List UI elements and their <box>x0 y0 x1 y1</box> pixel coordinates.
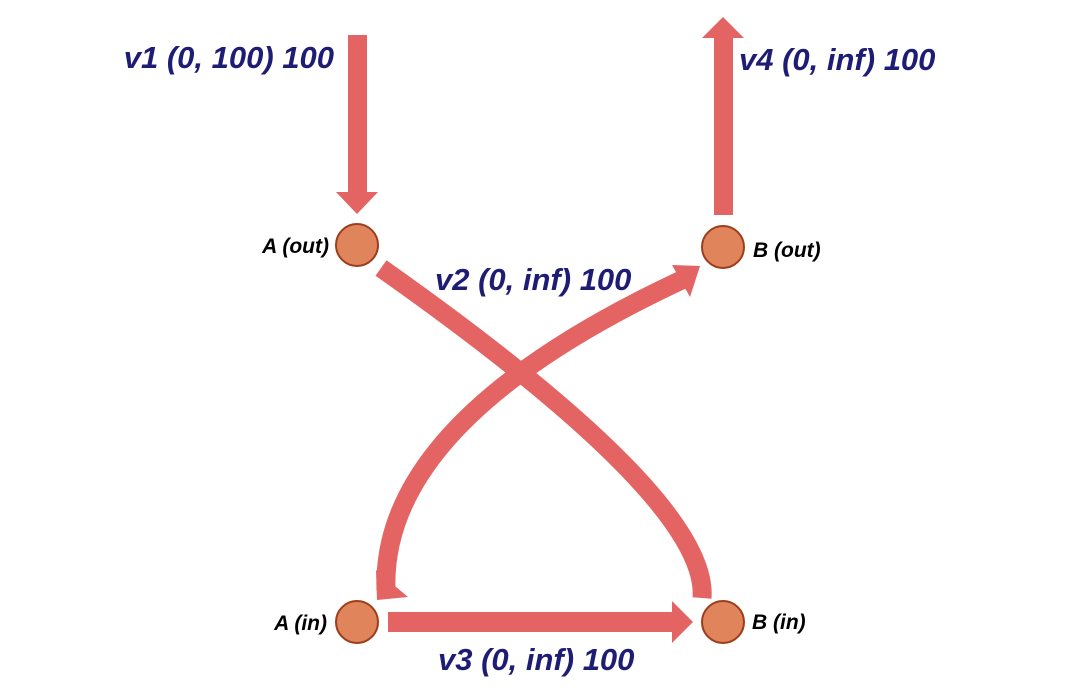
edge-v2-arrowhead <box>672 265 700 297</box>
node-a-out-label: A (out) <box>261 235 329 258</box>
node-a-in-label: A (in) <box>273 612 327 635</box>
node-b-out-label: B (out) <box>753 239 821 262</box>
edge-v3-shaft <box>388 612 676 632</box>
node-b-in-label: B (in) <box>752 611 806 634</box>
edge-v3 <box>388 601 693 643</box>
edge-v4-shaft <box>714 36 733 215</box>
edge-v4-arrowhead <box>702 17 744 38</box>
edge-v2-curve <box>376 269 691 591</box>
node-a-in <box>335 600 379 644</box>
edge-v1-shaft <box>348 35 367 195</box>
edge-into-a-in-arrowhead <box>376 570 408 600</box>
edge-v4 <box>702 17 744 215</box>
edge-v2-label: v2 (0, inf) 100 <box>435 262 631 297</box>
edge-v1-arrowhead <box>336 192 378 214</box>
node-b-in <box>701 600 745 644</box>
edge-v1-label: v1 (0, 100) 100 <box>124 40 334 75</box>
node-a-out <box>335 223 379 267</box>
edge-v1 <box>336 35 378 214</box>
edge-v2-crossing <box>375 260 712 599</box>
edge-v4-label: v4 (0, inf) 100 <box>739 42 935 77</box>
edge-v3-arrowhead <box>672 601 693 643</box>
edge-v3-label: v3 (0, inf) 100 <box>438 642 634 677</box>
node-b-out <box>701 225 745 269</box>
edge-v2 <box>376 265 700 591</box>
edge-a-out-to-b-in-curve <box>375 260 712 599</box>
